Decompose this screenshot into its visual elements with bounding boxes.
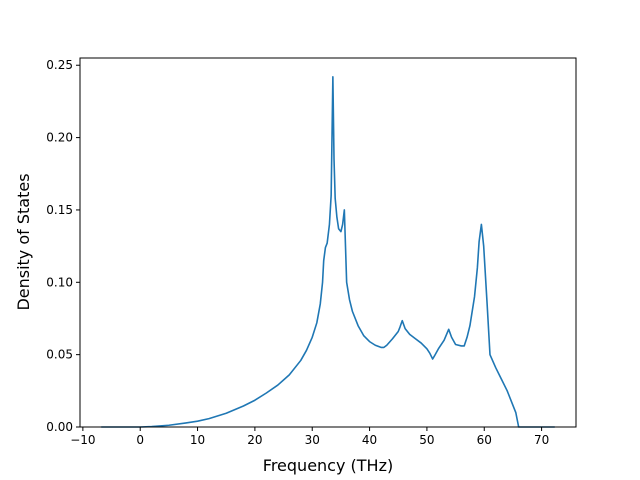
y-axis: 0.00 0.05 0.10 0.15 0.20 0.25: [46, 58, 80, 434]
plot-area: [101, 76, 555, 428]
y-tick-label: 0.15: [46, 203, 73, 217]
x-tick-label: 20: [247, 433, 262, 447]
y-tick-label: 0.20: [46, 131, 73, 145]
y-tick-label: 0.00: [46, 420, 73, 434]
y-tick-label: 0.05: [46, 348, 73, 362]
x-tick-label: 70: [534, 433, 549, 447]
x-tick-label: 60: [477, 433, 492, 447]
axes-frame: [79, 57, 577, 428]
x-tick-label: 30: [305, 433, 320, 447]
x-tick-label: 40: [362, 433, 377, 447]
dos-series-line: [101, 76, 555, 428]
x-tick-label: 50: [419, 433, 434, 447]
x-tick-label: 10: [190, 433, 205, 447]
y-tick-label: 0.10: [46, 275, 73, 289]
y-tick-label: 0.25: [46, 58, 73, 72]
x-axis-label: Frequency (THz): [263, 456, 393, 475]
x-tick-label: −10: [70, 433, 95, 447]
y-axis-label: Density of States: [14, 173, 33, 310]
x-axis: −10 0 10 20 30 40 50 60 70: [70, 427, 549, 447]
x-tick-label: 0: [136, 433, 144, 447]
